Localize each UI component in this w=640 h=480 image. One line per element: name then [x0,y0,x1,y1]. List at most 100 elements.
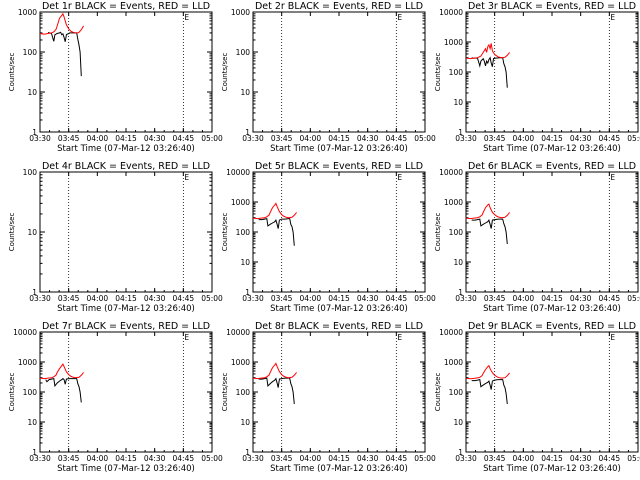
x-tick-label: 03:45 [58,134,80,143]
x-tick-label: 04:30 [570,454,592,463]
y-tick-label: 10 [453,258,463,267]
x-tick-label: 04:15 [115,134,137,143]
y-tick-label: 1 [245,128,250,137]
lld-series [466,43,510,60]
y-tick-label: 10 [240,418,250,427]
lld-series [466,364,510,380]
y-tick-label: 1000 [231,198,250,207]
y-axis-label: Counts/sec [221,373,229,412]
marker-label: E [184,173,189,182]
events-series [471,56,508,88]
x-tick-label: 04:30 [570,134,592,143]
panel-title: Det 5r BLACK = Events, RED = LLD [255,161,423,172]
x-tick-label: 03:30 [29,454,51,463]
x-tick-label: 04:30 [144,454,166,463]
events-series [45,377,82,403]
y-tick-label: 100 [449,228,464,237]
y-tick-label: 1000 [18,358,37,367]
marker-label: E [610,13,615,22]
x-tick-label: 04:00 [300,454,322,463]
x-tick-label: 04:45 [386,454,408,463]
x-tick-label: 03:30 [455,294,477,303]
y-axis-label: Counts/sec [434,213,442,252]
x-tick-label: 05:00 [201,134,223,143]
lld-series [40,12,85,35]
x-tick-label: 04:15 [115,454,137,463]
x-tick-label: 04:15 [328,454,350,463]
x-axis-label: Start Time (07-Mar-12 03:26:40) [483,304,621,314]
lld-series [466,203,510,220]
x-tick-label: 04:15 [328,294,350,303]
x-tick-label: 04:00 [513,134,535,143]
y-tick-label: 1 [32,448,37,457]
panel-title: Det 7r BLACK = Events, RED = LLD [42,321,210,332]
y-tick-label: 100 [23,168,38,177]
lld-series [40,363,84,380]
x-tick-label: 05:00 [627,454,640,463]
y-tick-label: 10000 [13,328,37,337]
events-series [47,31,82,77]
plot-frame [465,171,639,293]
x-tick-label: 04:30 [357,294,379,303]
lld-series [253,202,297,220]
plot-frame [252,331,426,453]
y-tick-label: 1000 [444,358,463,367]
y-tick-label: 1 [458,128,463,137]
y-axis-label: Counts/sec [221,213,229,252]
x-tick-label: 04:15 [541,294,563,303]
y-tick-label: 10000 [439,8,463,17]
y-tick-label: 10 [453,418,463,427]
y-axis-label: Counts/sec [221,53,229,92]
x-tick-label: 04:30 [144,134,166,143]
y-tick-label: 10000 [439,328,463,337]
y-tick-label: 100 [236,388,251,397]
y-tick-label: 10 [27,228,37,237]
x-tick-label: 05:00 [414,454,436,463]
y-tick-label: 1 [245,288,250,297]
x-tick-label: 04:45 [386,134,408,143]
events-series [258,377,295,404]
x-tick-label: 03:30 [242,294,264,303]
x-tick-label: 04:30 [570,294,592,303]
x-tick-label: 04:15 [541,454,563,463]
x-tick-label: 03:45 [271,294,293,303]
x-tick-label: 04:45 [599,294,621,303]
plot-frame [465,11,639,133]
y-tick-label: 10000 [439,168,463,177]
y-axis-label: Counts/sec [8,373,16,412]
x-axis-label: Start Time (07-Mar-12 03:26:40) [483,144,621,154]
plot-frame [252,171,426,293]
marker-label: E [184,13,189,22]
x-tick-label: 04:30 [357,454,379,463]
y-axis-label: Counts/sec [434,373,442,412]
x-tick-label: 04:00 [87,454,109,463]
events-series [471,218,508,244]
plot-frame [252,11,426,133]
y-tick-label: 100 [23,388,38,397]
x-tick-label: 03:45 [484,294,506,303]
y-tick-label: 100 [23,48,38,57]
marker-label: E [610,173,615,182]
plot-frame [465,331,639,453]
x-axis-label: Start Time (07-Mar-12 03:26:40) [57,464,195,474]
x-tick-label: 04:15 [541,134,563,143]
x-tick-label: 03:30 [242,454,264,463]
events-series [258,217,295,246]
marker-label: E [610,333,615,342]
x-axis-label: Start Time (07-Mar-12 03:26:40) [270,304,408,314]
x-tick-label: 03:30 [455,454,477,463]
x-tick-label: 05:00 [627,134,640,143]
x-tick-label: 04:00 [513,294,535,303]
x-tick-label: 03:30 [29,294,51,303]
x-tick-label: 03:45 [484,454,506,463]
y-tick-label: 100 [236,228,251,237]
x-tick-label: 03:45 [58,454,80,463]
marker-label: E [397,333,402,342]
y-tick-label: 1000 [231,8,250,17]
